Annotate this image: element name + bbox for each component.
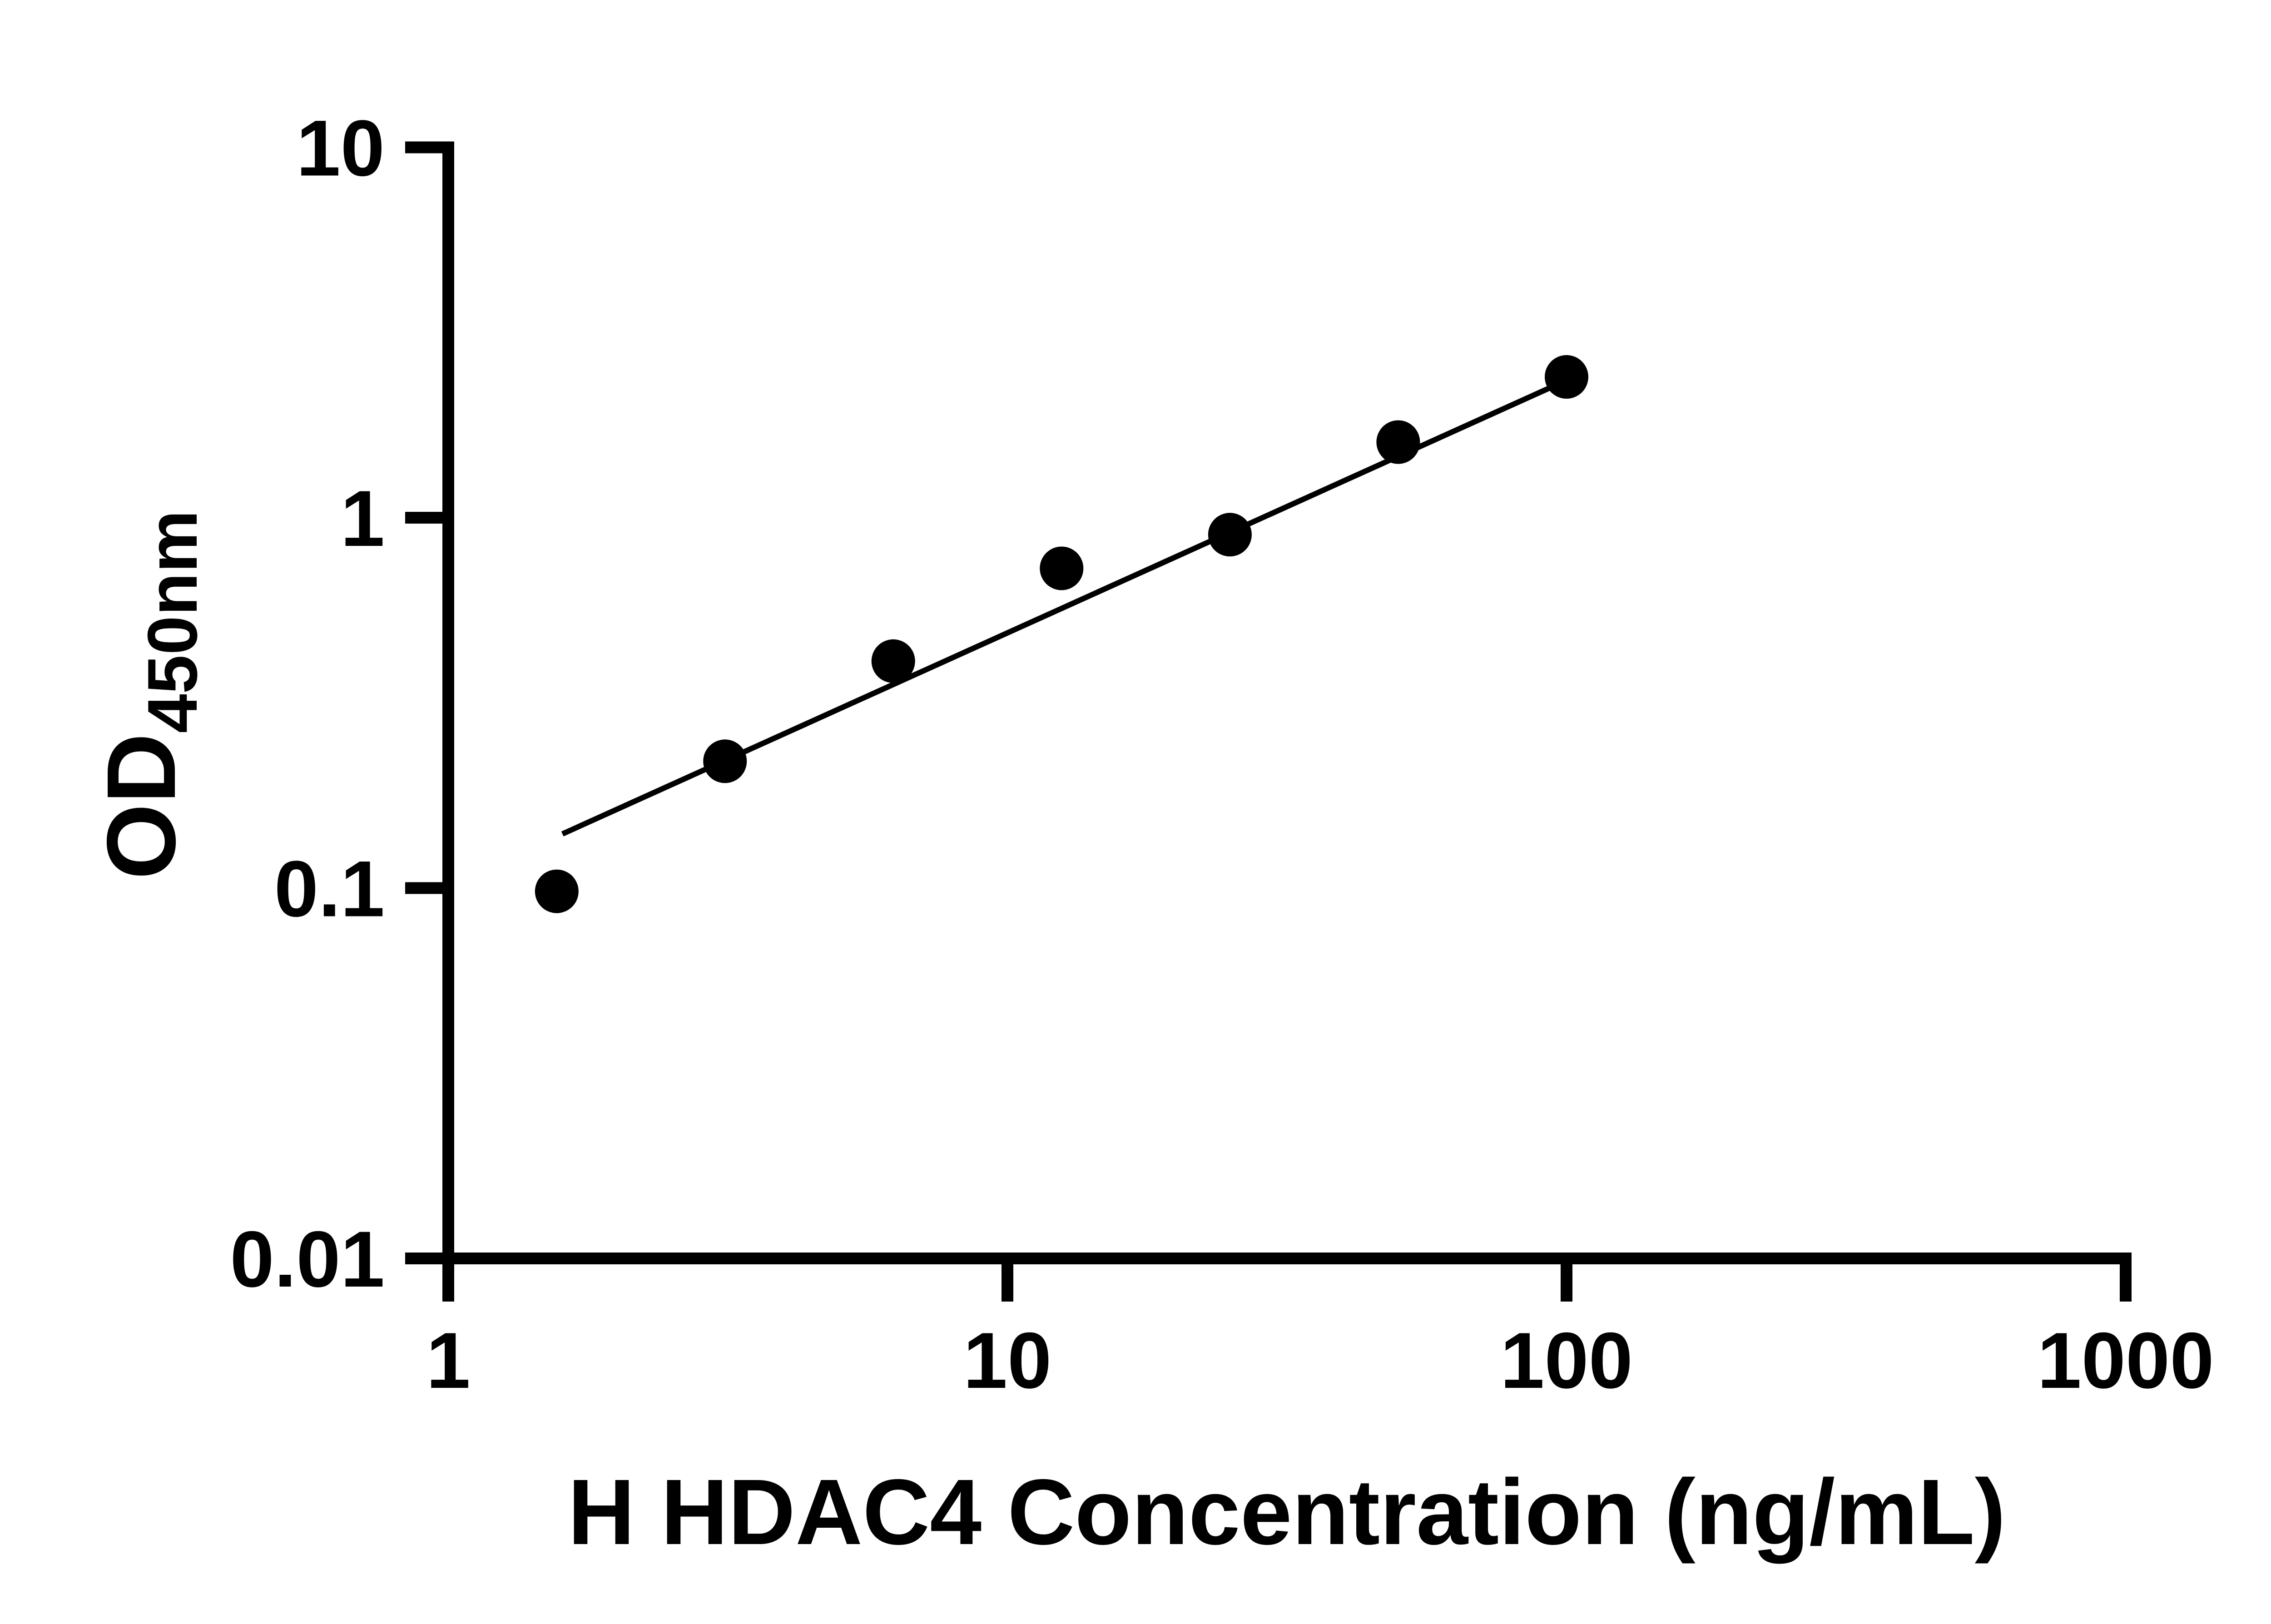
y-axis-title-main: OD	[86, 733, 196, 880]
data-point	[1040, 546, 1084, 590]
data-point	[535, 869, 579, 913]
data-point	[703, 739, 747, 783]
y-tick-label: 0.1	[274, 845, 385, 934]
y-tick-label: 0.01	[230, 1215, 385, 1304]
x-tick-label: 100	[1500, 1317, 1633, 1405]
x-axis-title: H HDAC4 Concentration (ng/mL)	[568, 1460, 2006, 1564]
x-tick-label: 10	[963, 1317, 1052, 1405]
y-axis-title: OD450nm	[86, 510, 212, 880]
x-tick-label: 1000	[2037, 1317, 2214, 1405]
data-point	[1545, 355, 1588, 399]
y-tick-label: 10	[296, 104, 385, 193]
y-tick-label: 1	[341, 475, 385, 563]
plot-area: 1 10 100 1000 0.01 0.1 1 10	[230, 104, 2214, 1406]
x-tick-label: 1	[426, 1317, 470, 1405]
data-point	[871, 639, 915, 683]
data-point	[1376, 420, 1420, 464]
data-point	[1208, 513, 1252, 557]
y-axis-title-subscript: 450nm	[133, 510, 212, 733]
